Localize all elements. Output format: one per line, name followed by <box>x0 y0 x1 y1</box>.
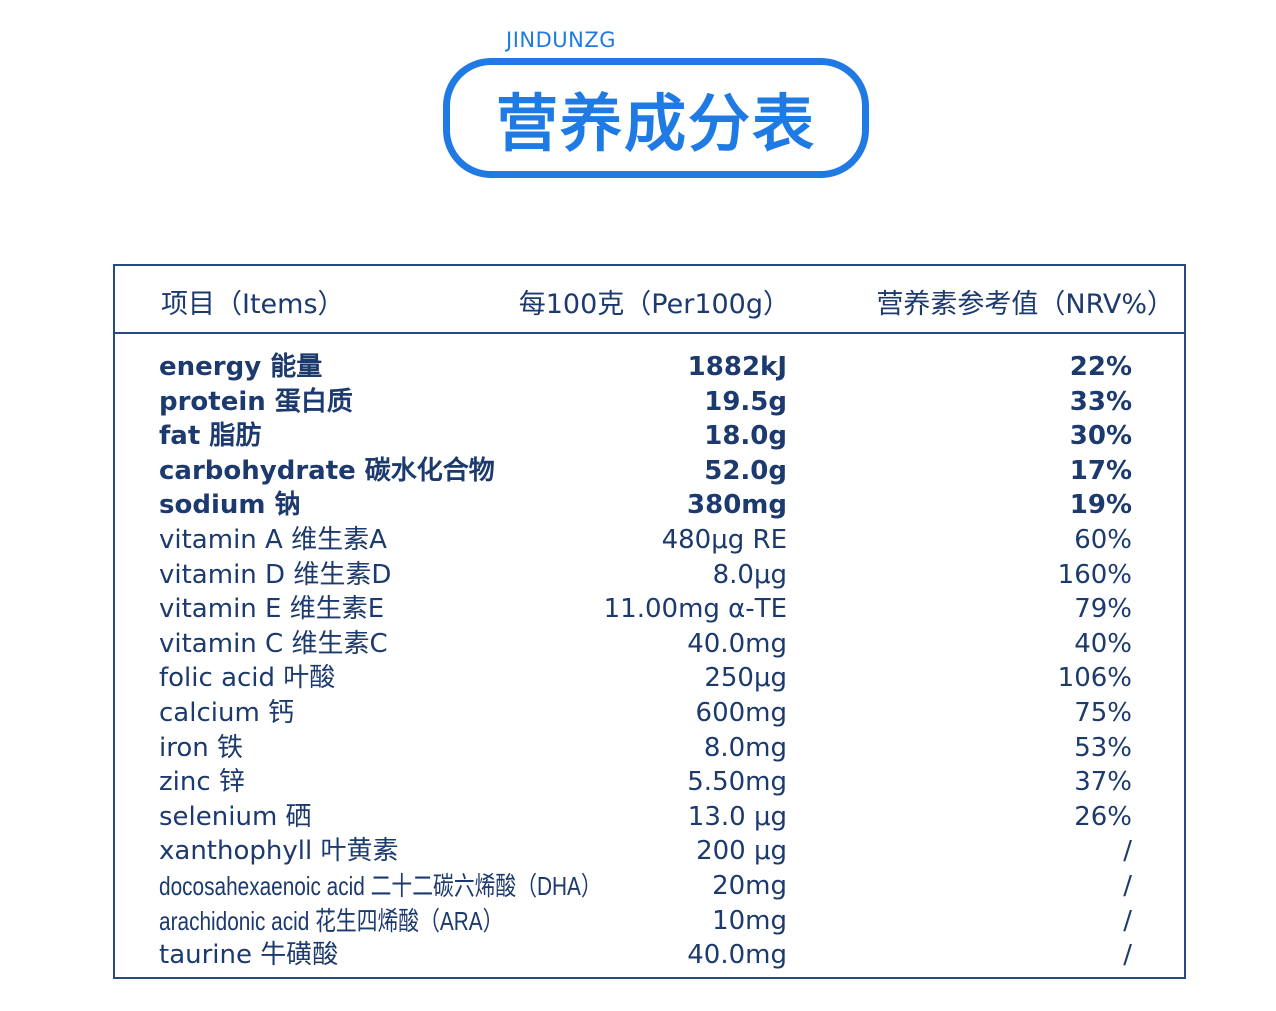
nutrient-name: docosahexaenoic acid 二十二碳六烯酸（DHA） <box>159 870 602 901</box>
nutrient-name: xanthophyll 叶黄素 <box>159 836 399 867</box>
nutrient-nrv: 33% <box>1069 386 1132 417</box>
nutrient-name: vitamin D 维生素D <box>159 559 392 590</box>
table-body: energy 能量 1882kJ 22% protein 蛋白质 19.5g 33% fat… <box>115 350 1184 973</box>
nutrient-nrv: 26% <box>1074 801 1132 832</box>
nutrient-nrv: 22% <box>1069 352 1132 382</box>
table-row: arachidonic acid 花生四烯酸（ARA） 10mg / <box>115 904 1184 939</box>
table-row: zinc 锌 5.50mg 37% <box>115 765 1184 800</box>
nutrient-amount: 11.00mg α-TE <box>603 594 787 625</box>
table-row: taurine 牛磺酸 40.0mg / <box>115 938 1184 973</box>
nutrient-nrv: 60% <box>1074 524 1132 555</box>
nutrient-nrv: 37% <box>1074 767 1132 798</box>
table-row: vitamin C 维生素C 40.0mg 40% <box>115 627 1184 662</box>
nutrient-amount: 480μg RE <box>661 524 787 555</box>
nutrient-amount: 1882kJ <box>687 352 787 382</box>
table-row: selenium 硒 13.0 μg 26% <box>115 800 1184 835</box>
nutrient-name: iron 铁 <box>159 732 243 763</box>
nutrient-name: selenium 硒 <box>159 801 312 832</box>
nutrient-amount: 52.0g <box>704 455 787 486</box>
nutrient-nrv: / <box>1123 870 1132 901</box>
table-row: vitamin A 维生素A 480μg RE 60% <box>115 523 1184 558</box>
nutrient-nrv: 30% <box>1069 421 1132 452</box>
nutrient-nrv: 160% <box>1057 559 1132 590</box>
nutrient-amount: 40.0mg <box>687 940 787 971</box>
nutrient-name: arachidonic acid 花生四烯酸（ARA） <box>159 905 504 936</box>
table-row: folic acid 叶酸 250μg 106% <box>115 661 1184 696</box>
nutrient-nrv: 19% <box>1069 490 1132 521</box>
nutrient-amount: 600mg <box>695 697 787 728</box>
nutrient-nrv: / <box>1123 836 1132 867</box>
nutrient-name: carbohydrate 碳水化合物 <box>159 455 495 486</box>
nutrient-name: vitamin E 维生素E <box>159 594 385 625</box>
nutrient-amount: 18.0g <box>704 421 787 452</box>
header-per-100g: 每100克（Per100g） <box>518 289 790 320</box>
nutrient-amount: 250μg <box>704 663 787 694</box>
nutrient-nrv: 40% <box>1074 628 1132 659</box>
brand-name: JINDUNZG <box>506 28 617 52</box>
nutrient-name: energy 能量 <box>159 352 323 382</box>
nutrient-amount: 13.0 μg <box>687 801 787 832</box>
title-badge: 营养成分表 <box>443 58 869 178</box>
table-row: calcium 钙 600mg 75% <box>115 696 1184 731</box>
nutrient-name: zinc 锌 <box>159 767 245 798</box>
nutrient-name: vitamin A 维生素A <box>159 524 387 555</box>
nutrient-amount: 20mg <box>712 870 787 901</box>
nutrition-table: 项目（Items） 每100克（Per100g） 营养素参考值（NRV%） en… <box>113 264 1186 979</box>
nutrient-amount: 200 μg <box>696 836 787 867</box>
nutrient-name: calcium 钙 <box>159 697 295 728</box>
table-row: fat 脂肪 18.0g 30% <box>115 419 1184 454</box>
table-row: vitamin E 维生素E 11.00mg α-TE 79% <box>115 592 1184 627</box>
header-items: 项目（Items） <box>161 289 345 320</box>
nutrient-amount: 40.0mg <box>687 628 787 659</box>
table-row: energy 能量 1882kJ 22% <box>115 350 1184 385</box>
nutrient-amount: 5.50mg <box>687 767 787 798</box>
table-row: xanthophyll 叶黄素 200 μg / <box>115 834 1184 869</box>
nutrient-nrv: / <box>1123 905 1132 936</box>
table-row: carbohydrate 碳水化合物 52.0g 17% <box>115 454 1184 489</box>
nutrient-amount: 8.0mg <box>703 732 787 763</box>
table-header: 项目（Items） 每100克（Per100g） 营养素参考值（NRV%） <box>115 266 1184 334</box>
nutrient-amount: 380mg <box>687 490 787 521</box>
table-row: protein 蛋白质 19.5g 33% <box>115 385 1184 420</box>
nutrient-name: taurine 牛磺酸 <box>159 940 339 971</box>
nutrient-name: folic acid 叶酸 <box>159 663 336 694</box>
nutrient-nrv: 75% <box>1074 697 1132 728</box>
nutrient-name: vitamin C 维生素C <box>159 628 388 659</box>
nutrient-nrv: 79% <box>1074 594 1132 625</box>
nutrient-amount: 10mg <box>712 905 787 936</box>
nutrient-amount: 19.5g <box>704 386 787 417</box>
page-title: 营养成分表 <box>495 87 816 160</box>
table-row: iron 铁 8.0mg 53% <box>115 731 1184 766</box>
header-nrv: 营养素参考值（NRV%） <box>876 289 1174 320</box>
nutrient-nrv: 106% <box>1057 663 1132 694</box>
nutrient-name: fat 脂肪 <box>159 421 262 452</box>
nutrient-nrv: / <box>1123 940 1132 971</box>
nutrient-nrv: 53% <box>1074 732 1132 763</box>
nutrient-name: sodium 钠 <box>159 490 301 521</box>
table-row: docosahexaenoic acid 二十二碳六烯酸（DHA） 20mg / <box>115 869 1184 904</box>
table-row: sodium 钠 380mg 19% <box>115 488 1184 523</box>
table-row: vitamin D 维生素D 8.0μg 160% <box>115 558 1184 593</box>
nutrient-nrv: 17% <box>1069 455 1132 486</box>
nutrient-name: protein 蛋白质 <box>159 386 353 417</box>
nutrient-amount: 8.0μg <box>712 559 787 590</box>
